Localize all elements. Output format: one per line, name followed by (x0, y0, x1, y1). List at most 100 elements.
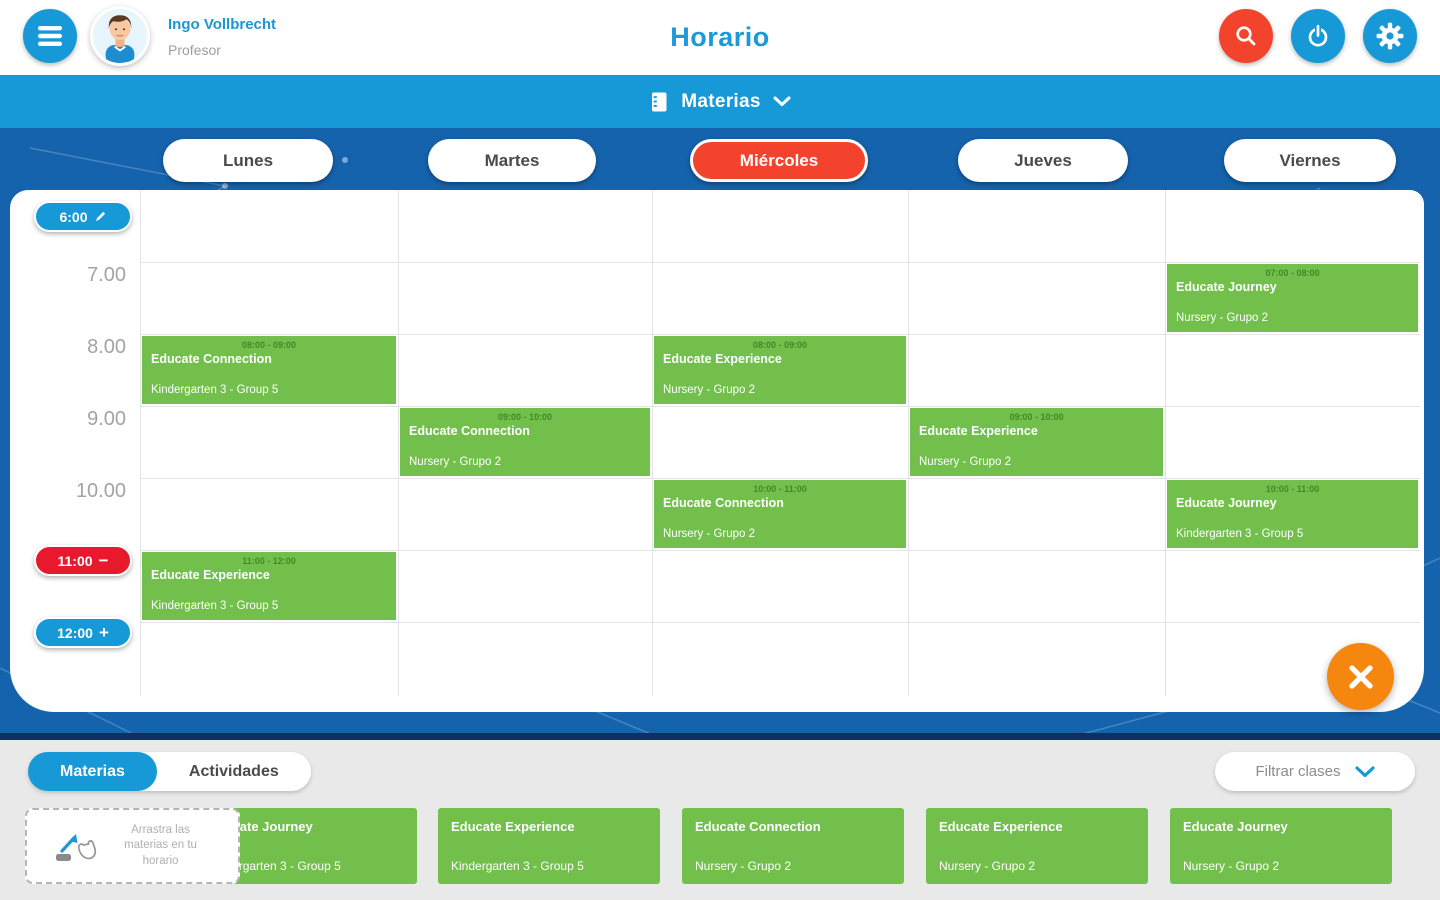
event-miercoles-0800[interactable]: 08:00 - 09:00 Educate Experience Nursery… (654, 336, 906, 404)
event-title: Educate Connection (409, 424, 530, 438)
drag-dropzone-hint: Arrastra las materias en tu horario (25, 808, 240, 884)
bottom-tabs: Materias Actividades (28, 752, 311, 791)
tab-label: Materias (60, 762, 125, 780)
close-button[interactable] (1327, 643, 1394, 710)
card-group: Kindergarten 3 - Group 5 (451, 859, 584, 873)
search-icon (1236, 26, 1256, 46)
filter-classes-dropdown[interactable]: Filtrar clases (1215, 752, 1415, 791)
materias-bar-label: Materias (681, 90, 761, 112)
grid-line (140, 334, 1420, 335)
tab-day-viernes[interactable]: Viernes (1224, 139, 1396, 182)
settings-button[interactable] (1363, 9, 1417, 63)
event-title: Educate Experience (151, 568, 270, 582)
book-icon (652, 92, 667, 111)
start-hour-edit-pill[interactable]: 6:00 (34, 201, 132, 232)
day-label: Miércoles (739, 150, 819, 170)
avatar-illustration (105, 15, 135, 63)
grid-line (140, 478, 1420, 479)
materia-card-3[interactable]: Educate Experience Nursery - Grupo 2 (926, 808, 1148, 884)
event-group: Nursery - Grupo 2 (1176, 312, 1269, 324)
bottom-panel: Materias Actividades Filtrar clases Educ… (0, 740, 1440, 900)
day-label: Jueves (1014, 150, 1072, 170)
tab-materias[interactable]: Materias (28, 752, 157, 791)
close-icon (1348, 664, 1373, 689)
tab-day-martes[interactable]: Martes (428, 139, 596, 182)
grid-line (1165, 190, 1166, 696)
grid-line (398, 190, 399, 696)
materia-card-2[interactable]: Educate Connection Nursery - Grupo 2 (682, 808, 904, 884)
tab-day-lunes[interactable]: Lunes (163, 139, 333, 182)
card-title: Educate Journey (1183, 819, 1288, 834)
minus-icon: − (98, 551, 109, 570)
search-button[interactable] (1219, 9, 1273, 63)
event-title: Educate Experience (919, 424, 1038, 438)
band-bottom-edge (0, 733, 1440, 740)
grid-line (140, 550, 1420, 551)
grid-line (652, 190, 653, 696)
avatar[interactable] (90, 6, 150, 66)
start-hour-label: 6:00 (59, 208, 88, 225)
remove-hour-pill[interactable]: 11:00 − (34, 545, 132, 576)
materia-card-1[interactable]: Educate Experience Kindergarten 3 - Grou… (438, 808, 660, 884)
drag-hand-icon (56, 834, 97, 861)
event-time: 07:00 - 08:00 (1265, 268, 1320, 278)
plus-icon: + (98, 623, 109, 642)
event-lunes-1100[interactable]: 11:00 - 12:00 Educate Experience Kinderg… (142, 552, 396, 620)
event-viernes-1000[interactable]: 10:00 - 11:00 Educate Journey Kindergart… (1167, 480, 1418, 548)
dropzone-text: Arrastra las materias en tu horario (124, 823, 197, 867)
event-title: Educate Journey (1176, 280, 1277, 294)
tab-day-miercoles[interactable]: Miércoles (690, 139, 868, 182)
event-group: Nursery - Grupo 2 (663, 528, 756, 540)
add-hour-pill[interactable]: 12:00 + (34, 617, 132, 648)
user-name: Ingo Vollbrecht (168, 16, 277, 33)
event-time: 09:00 - 10:00 (497, 412, 553, 422)
chevron-down-icon (1354, 765, 1375, 777)
event-title: Educate Experience (663, 352, 782, 366)
grid-line (140, 622, 1420, 623)
tab-actividades[interactable]: Actividades (157, 752, 311, 791)
filter-label: Filtrar clases (1255, 763, 1341, 780)
user-role: Profesor (168, 42, 221, 58)
app-header: Ingo Vollbrecht Profesor Horario (0, 0, 1440, 75)
day-label: Lunes (222, 150, 274, 170)
event-time: 09:00 - 10:00 (1009, 412, 1064, 422)
event-time: 08:00 - 09:00 (752, 340, 808, 350)
hamburger-icon (38, 26, 62, 46)
day-label: Viernes (1279, 150, 1341, 170)
grid-line (908, 190, 909, 696)
remove-hour-label: 11:00 (57, 552, 93, 569)
hour-label-10: 10.00 (75, 480, 126, 502)
event-time: 08:00 - 09:00 (241, 340, 297, 350)
tab-day-jueves[interactable]: Jueves (958, 139, 1128, 182)
grid-line (140, 262, 1420, 263)
card-group: Nursery - Grupo 2 (939, 859, 1036, 873)
event-time: 10:00 - 11:00 (753, 484, 807, 494)
schedule-grid: 6:00 7.00 8.00 9.00 10.00 11:00 − 12:00 … (10, 190, 1424, 712)
hour-label-7: 7.00 (87, 264, 126, 286)
chevron-down-icon (773, 96, 791, 106)
menu-button[interactable] (23, 9, 77, 63)
event-jueves-0900[interactable]: 09:00 - 10:00 Educate Experience Nursery… (910, 408, 1163, 476)
event-group: Kindergarten 3 - Group 5 (151, 600, 279, 612)
pencil-icon (95, 211, 105, 222)
logout-button[interactable] (1291, 9, 1345, 63)
tab-label: Actividades (188, 762, 279, 780)
event-title: Educate Journey (1176, 496, 1277, 510)
page-title: Horario (670, 22, 770, 52)
event-group: Nursery - Grupo 2 (409, 456, 502, 468)
materias-dropdown-bar[interactable]: Materias (0, 75, 1440, 128)
event-group: Kindergarten 3 - Group 5 (1176, 528, 1304, 540)
card-title: Educate Connection (695, 819, 821, 834)
event-miercoles-1000[interactable]: 10:00 - 11:00 Educate Connection Nursery… (654, 480, 906, 548)
event-title: Educate Connection (151, 352, 272, 366)
power-icon (1308, 24, 1328, 47)
materia-card-4[interactable]: Educate Journey Nursery - Grupo 2 (1170, 808, 1392, 884)
event-group: Kindergarten 3 - Group 5 (151, 384, 279, 396)
event-group: Nursery - Grupo 2 (919, 456, 1012, 468)
event-martes-0900[interactable]: 09:00 - 10:00 Educate Connection Nursery… (400, 408, 650, 476)
day-label: Martes (484, 150, 540, 170)
card-title: Educate Experience (451, 819, 575, 834)
event-viernes-0700[interactable]: 07:00 - 08:00 Educate Journey Nursery - … (1167, 264, 1418, 332)
event-lunes-0800[interactable]: 08:00 - 09:00 Educate Connection Kinderg… (142, 336, 396, 404)
event-group: Nursery - Grupo 2 (663, 384, 756, 396)
